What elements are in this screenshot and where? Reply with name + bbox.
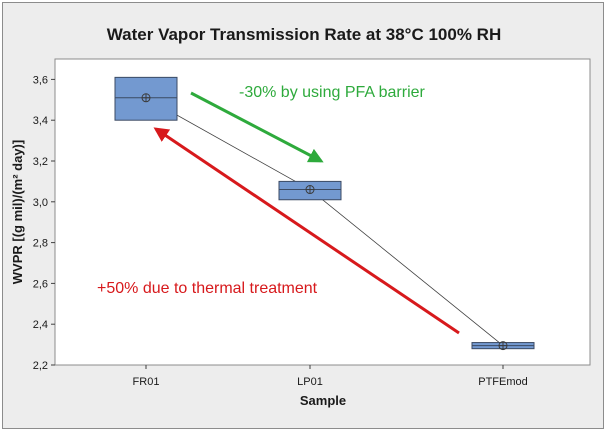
y-tick-label: 3,6: [33, 74, 48, 86]
x-axis-title: Sample: [300, 393, 346, 408]
y-axis-title: WVPR [(g mil)/(m² day)]: [10, 140, 25, 284]
y-axis: 2,2 2,4 2,6 2,8 3,0 3,2 3,4 3,6: [33, 74, 55, 372]
y-tick-label: 2,8: [33, 238, 48, 250]
y-tick-label: 2,6: [33, 278, 48, 290]
x-axis: FR01 LP01 PTFEmod: [133, 365, 528, 388]
red-arrow: [153, 127, 460, 335]
x-tick-label: LP01: [297, 376, 323, 388]
green-arrow: [190, 91, 324, 163]
y-tick-label: 3,0: [33, 197, 48, 209]
x-tick-label: FR01: [133, 376, 160, 388]
chart-title: Water Vapor Transmission Rate at 38°C 10…: [107, 25, 501, 44]
y-tick-label: 3,2: [33, 156, 48, 168]
annotation-pfa-barrier: -30% by using PFA barrier: [239, 84, 426, 101]
y-tick-label: 3,4: [33, 115, 48, 127]
chart-frame: Water Vapor Transmission Rate at 38°C 10…: [2, 2, 604, 429]
y-tick-label: 2,4: [33, 319, 48, 331]
y-tick-label: 2,2: [33, 360, 48, 372]
x-tick-label: PTFEmod: [478, 376, 528, 388]
boxes: [114, 76, 535, 351]
chart: Water Vapor Transmission Rate at 38°C 10…: [10, 25, 591, 408]
annotation-thermal-treatment: +50% due to thermal treatment: [97, 280, 318, 297]
